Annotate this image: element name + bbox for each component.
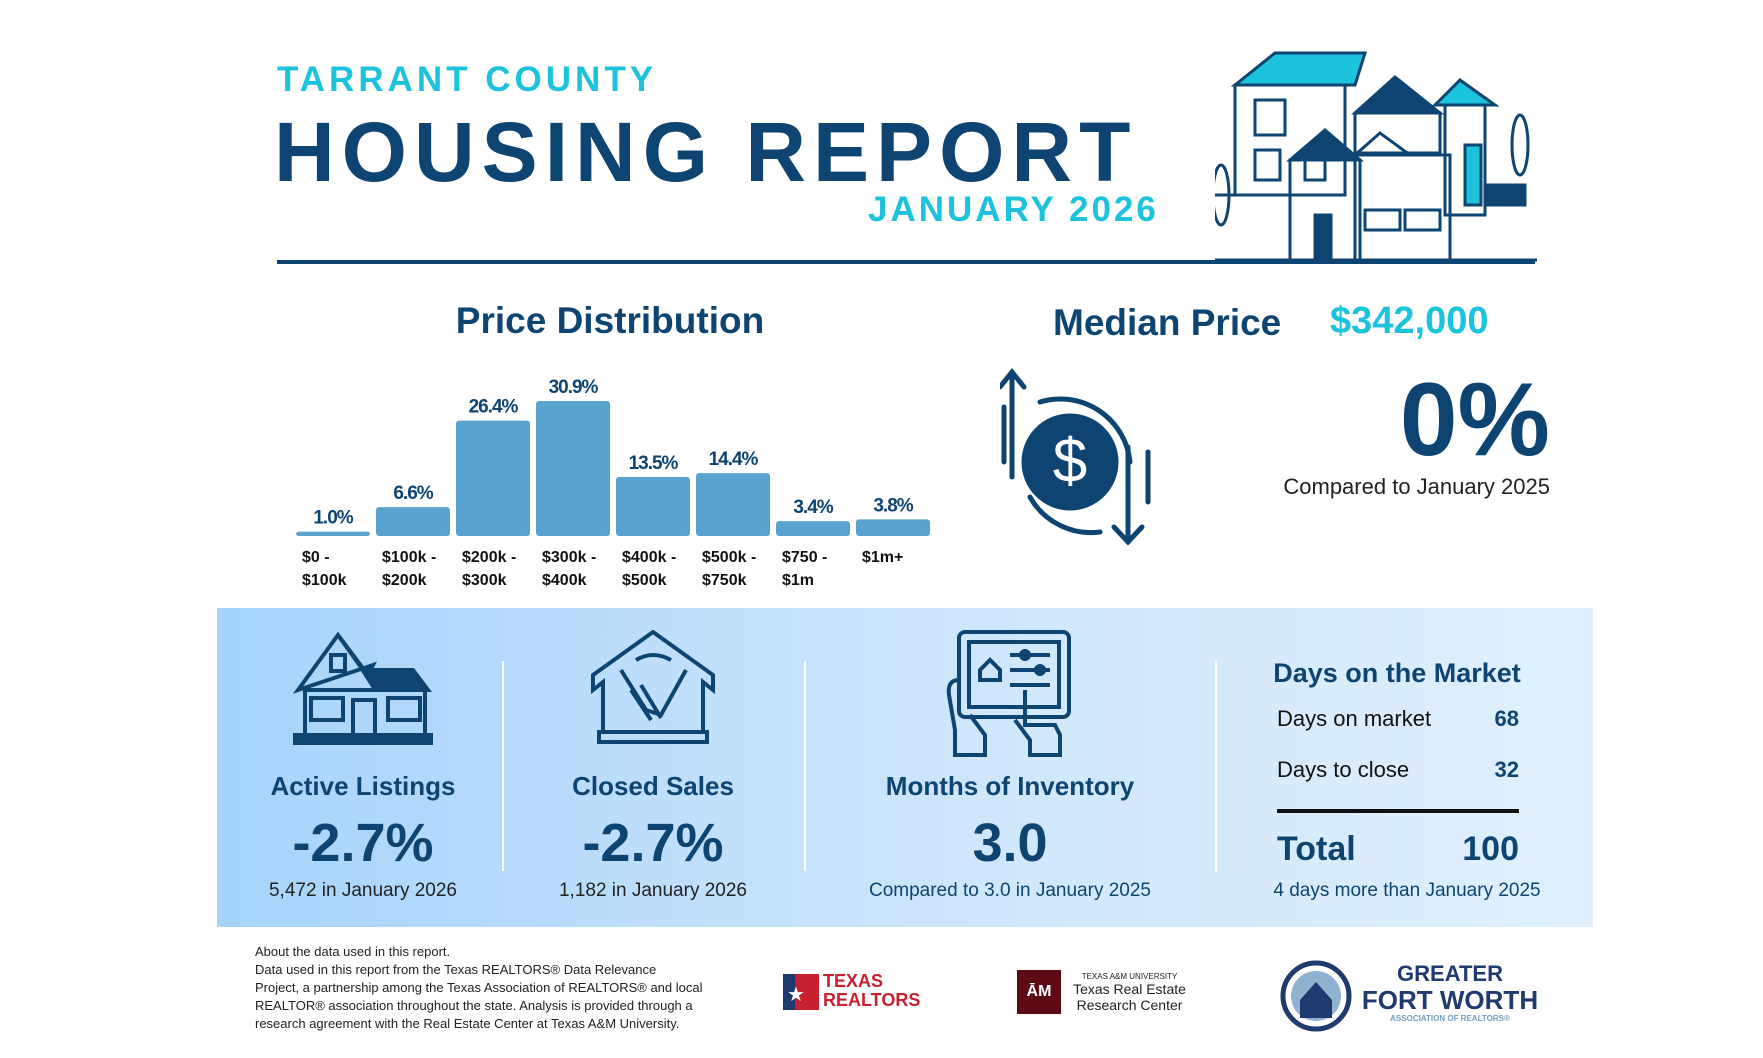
category-label: $100k: [302, 572, 347, 589]
stat-closed-sales: Closed Sales -2.7% 1,182 in January 2026: [517, 608, 789, 927]
category-label: $400k: [542, 572, 587, 589]
data-label: 30.9%: [549, 377, 599, 398]
texas-realtors-logo: ★ TEXAS REALTORS: [783, 972, 920, 1016]
dom-row-label: Days on market: [1277, 706, 1432, 731]
days-on-market-card: Days on the Market Days on market 68 Days…: [1257, 608, 1593, 927]
tamu-logo: ĀM TEXAS A&M UNIVERSITY Texas Real Estat…: [1017, 968, 1192, 1018]
header-divider: [277, 260, 1535, 264]
handshake-house-icon: [591, 630, 715, 744]
category-label: $200k -: [462, 549, 516, 566]
dom-row: Days to close 32: [1277, 757, 1519, 783]
stat-value: -2.7%: [582, 813, 724, 873]
category-label: $500k: [622, 572, 667, 589]
stat-title: Active Listings: [270, 771, 456, 801]
category-label: $500k -: [702, 549, 756, 566]
median-price-label: Median Price: [1053, 302, 1282, 343]
stats-panel: Active Listings -2.7% 5,472 in January 2…: [217, 608, 1593, 927]
logo-text: FORT WORTH: [1361, 985, 1539, 1015]
category-label: $300k -: [542, 549, 596, 566]
dom-divider: [1277, 809, 1519, 813]
house-icon: [293, 631, 433, 745]
bar: [536, 400, 610, 536]
data-label: 13.5%: [629, 453, 679, 474]
category-label: $1m: [782, 572, 814, 589]
price-distribution-chart: 1.0% $0 - $100k 6.6% $100k - $200k 26.4% $200k …: [296, 377, 930, 589]
dom-total-label: Total: [1277, 830, 1356, 868]
stat-active-listings: Active Listings -2.7% 5,472 in January 2…: [232, 608, 494, 927]
report-date: JANUARY 2026: [868, 190, 1159, 229]
stat-sub: 1,182 in January 2026: [558, 880, 748, 901]
dom-total: Total 100: [1277, 830, 1519, 869]
stat-months-inventory: Months of Inventory 3.0 Compared to 3.0 …: [817, 608, 1203, 927]
bar: [696, 473, 770, 536]
category-label: $100k -: [382, 549, 436, 566]
gfw-emblem-icon: [1280, 960, 1352, 1032]
category-label: $1m+: [862, 549, 903, 566]
stat-value: 3.0: [972, 813, 1048, 873]
data-label: 3.4%: [793, 497, 833, 518]
gfw-logo: GREATER FORT WORTH ASSOCIATION OF REALTO…: [1280, 960, 1540, 1032]
footer-note: About the data used in this report. Data…: [255, 943, 755, 1033]
bar: [616, 477, 690, 536]
category-label: $750 -: [782, 549, 827, 566]
category-label: $300k: [462, 572, 507, 589]
dom-title: Days on the Market: [1273, 658, 1521, 688]
svg-text:$: $: [1053, 427, 1087, 496]
dom-row: Days on market 68: [1277, 706, 1519, 732]
dom-sub: 4 days more than January 2025: [1273, 880, 1541, 901]
category-label: $750k: [702, 572, 747, 589]
dom-total-value: 100: [1462, 830, 1519, 868]
stat-divider: [1215, 661, 1217, 871]
logo-text: ASSOCIATION OF REALTORS®: [1390, 1014, 1510, 1023]
logo-text: REALTORS: [823, 990, 921, 1010]
category-label: $400k -: [622, 549, 676, 566]
logo-text: TEXAS A&M UNIVERSITY: [1081, 972, 1178, 981]
bar: [376, 507, 450, 536]
footer-line: Data used in this report from the Texas …: [255, 962, 657, 977]
realtors-flag-icon: ★: [783, 974, 819, 1010]
stat-divider: [502, 661, 504, 871]
footer-line: About the data used in this report.: [255, 944, 451, 959]
data-label: 26.4%: [469, 397, 519, 418]
footer-line: Project, a partnership among the Texas A…: [255, 980, 703, 995]
logo-text: Texas Real Estate: [1073, 981, 1186, 997]
median-price-value: $342,000: [1330, 300, 1489, 342]
dom-row-label: Days to close: [1277, 757, 1410, 782]
category-label: $200k: [382, 572, 427, 589]
data-label: 1.0%: [313, 508, 353, 529]
data-label: 6.6%: [393, 483, 433, 504]
category-label: $0 -: [302, 549, 330, 566]
footer-line: research agreement with the Real Estate …: [255, 1016, 680, 1031]
logo-text: TEXAS: [823, 971, 884, 991]
stat-divider: [804, 661, 806, 871]
median-price-compare: Compared to January 2025: [1283, 474, 1550, 499]
data-label: 14.4%: [709, 449, 759, 470]
stat-sub: 5,472 in January 2026: [268, 880, 458, 901]
dollar-exchange-icon: $: [1000, 367, 1151, 546]
atm-mark-icon: ĀM: [1017, 970, 1061, 1014]
dom-row-value: 32: [1494, 757, 1519, 782]
chart-title: Price Distribution: [455, 300, 765, 341]
stat-value: -2.7%: [292, 813, 434, 873]
bar: [856, 519, 930, 536]
houses-illustration-icon: [1215, 51, 1537, 262]
tablet-hands-icon: [946, 630, 1071, 757]
stat-title: Months of Inventory: [885, 771, 1135, 801]
median-price-change: 0%: [1399, 362, 1550, 478]
logo-text: GREATER: [1397, 961, 1503, 986]
bar: [776, 521, 850, 536]
data-label: 3.8%: [873, 495, 913, 516]
logo-text: Research Center: [1076, 997, 1183, 1013]
bar: [456, 420, 530, 536]
footer-line: REALTOR® association throughout the stat…: [255, 998, 693, 1013]
bar: [296, 531, 370, 536]
county-title: TARRANT COUNTY: [277, 60, 658, 99]
stat-title: Closed Sales: [572, 771, 734, 801]
report-title: HOUSING REPORT: [274, 105, 1138, 199]
dom-row-value: 68: [1494, 706, 1519, 731]
stat-sub: Compared to 3.0 in January 2025: [868, 880, 1151, 901]
